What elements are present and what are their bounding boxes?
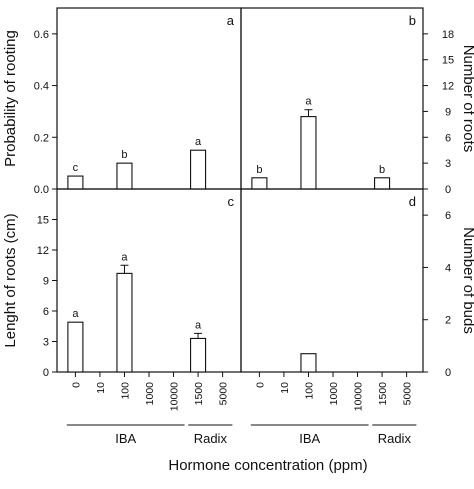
significance-letter: b [121,149,127,161]
group-label-radix: Radix [378,431,412,446]
y-tick-label: 2 [445,315,451,327]
x-tick-label: 100 [119,382,131,400]
y-tick-label: 6 [43,306,49,318]
bar [190,337,207,373]
y-tick-label: 12 [37,245,49,257]
y-tick-label: 4 [445,262,451,274]
y-tick-label: 0.2 [34,132,49,144]
significance-letter: a [195,136,202,148]
y-tick-label: 0.6 [34,29,49,41]
panel-letter: c [228,194,235,209]
panel-letter: a [227,13,235,28]
y-tick-label: 6 [445,132,451,144]
x-axis-title: Hormone concentration (ppm) [168,457,367,474]
panel-frame [56,7,242,190]
x-tick-label: 1500 [193,382,205,406]
x-tick-label: 0 [70,382,82,388]
group-label-iba: IBA [299,431,320,446]
significance-letter: b [379,164,385,176]
x-tick-label: 1000 [144,382,156,406]
panel-frame [240,188,424,373]
panel-a: 0.0 0.2 0.4 0.6 Probability of rooting a c b a [2,7,242,196]
y-tick-label: 0 [43,367,49,379]
y-tick-label: 3 [43,337,49,349]
y-tick-label: 0 [445,184,451,196]
significance-letter: a [195,319,202,331]
y-tick-label: 9 [43,276,49,288]
y-tick-label: 12 [442,81,454,93]
y-tick-label: 6 [445,210,451,222]
panel-c: 0 3 6 9 12 15 Lenght of roots (cm) c a a a 0 10 100 10… [2,188,242,446]
significance-letter: a [305,96,312,108]
significance-letter: c [73,162,79,174]
y-tick-label: 15 [37,215,49,227]
x-tick-label: 10 [279,382,291,394]
significance-letter: a [121,251,128,263]
y-tick-label: 0.4 [34,81,49,93]
x-tick-label: 5000 [402,382,414,406]
panel-d: 0 2 4 6 Number of buds d 0 10 100 1000 10000 1500 50… [240,188,474,446]
bar [300,353,317,373]
panel-frame [240,7,424,190]
y-tick-label: 0 [445,367,451,379]
panel-letter: b [409,13,416,28]
bar [300,116,317,190]
x-tick-label: 5000 [218,382,230,406]
x-tick-label: 10000 [169,382,181,411]
x-tick-label: 1500 [377,382,389,406]
y-axis-title: Number of roots [460,45,474,153]
panel-b: 0 3 6 9 12 15 18 Number of roots b b a b [240,7,474,196]
y-axis-title: Probability of rooting [2,30,19,167]
x-tick-label: 0 [254,382,266,388]
x-tick-label: 10 [95,382,107,394]
significance-letter: a [72,308,79,320]
x-tick-label: 100 [303,382,315,400]
y-tick-label: 15 [442,55,454,67]
bar [374,177,391,190]
panel-frame [56,188,242,373]
bar [67,321,84,373]
x-tick-label: 1000 [328,382,340,406]
x-tick-label: 10000 [353,382,365,411]
bar [190,149,207,190]
group-label-iba: IBA [115,431,136,446]
y-axis-title: Number of buds [460,227,474,334]
bar [116,162,133,190]
y-axis-title: Lenght of roots (cm) [2,213,19,347]
bar [116,272,133,373]
significance-letter: b [256,164,262,176]
y-tick-label: 0.0 [34,184,49,196]
y-tick-label: 3 [445,158,451,170]
group-label-radix: Radix [194,431,228,446]
y-tick-label: 9 [445,106,451,118]
y-tick-label: 18 [442,29,454,41]
panel-letter: d [409,194,416,209]
bar [251,177,268,190]
bar [67,175,84,190]
